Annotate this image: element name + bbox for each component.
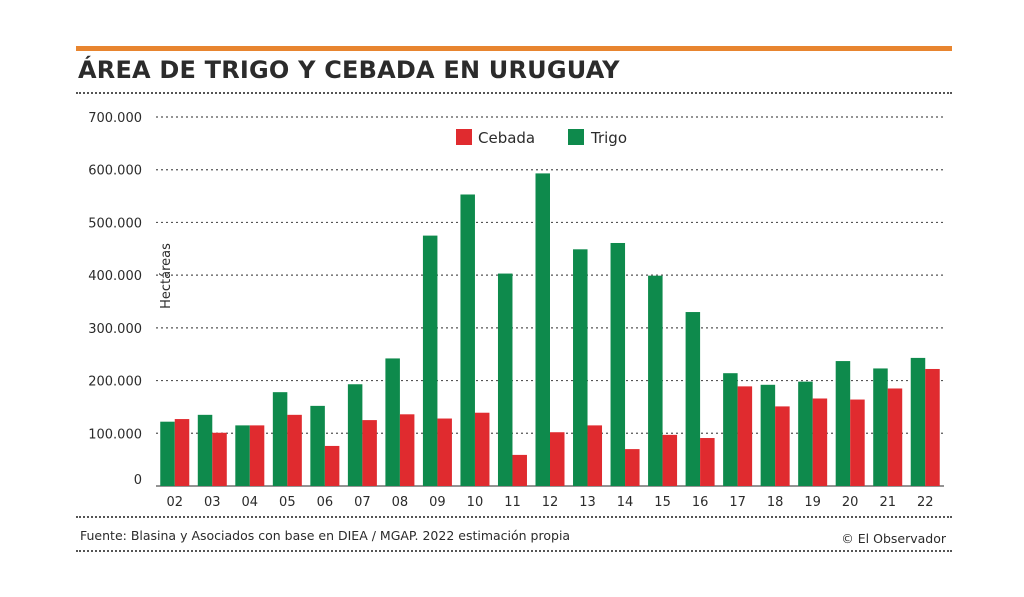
x-tick-label: 20 (842, 495, 859, 510)
x-tick-label: 10 (467, 495, 484, 510)
bar-trigo (835, 361, 851, 486)
bar-trigo (873, 368, 888, 486)
y-axis-title: Hectáreas (159, 243, 174, 309)
bar-cebada (850, 399, 865, 486)
bar-trigo (347, 384, 363, 486)
top-accent-rule (76, 46, 952, 51)
bar-trigo (460, 194, 475, 487)
x-tick-label: 09 (429, 495, 446, 510)
bottom-divider (76, 550, 952, 552)
bar-cebada (625, 449, 640, 486)
y-tick-label: 0 (134, 473, 142, 488)
bar-cebada (587, 425, 603, 486)
x-tick-label: 15 (654, 495, 671, 510)
x-tick-label: 07 (354, 495, 371, 510)
bar-cebada (362, 420, 377, 486)
y-tick-label: 400.000 (88, 269, 142, 284)
bar-trigo (272, 392, 288, 486)
y-tick-label: 700.000 (88, 111, 142, 126)
legend: Cebada Trigo (456, 129, 627, 147)
bar-trigo (235, 425, 250, 486)
y-tick-label: 600.000 (88, 164, 142, 179)
x-tick-label: 21 (879, 495, 896, 510)
x-tick-label: 04 (242, 495, 259, 510)
bar-trigo (723, 373, 738, 486)
bar-cebada (550, 432, 565, 486)
bar-cebada (324, 445, 340, 486)
bar-cebada (399, 414, 415, 486)
x-tick-label: 19 (804, 495, 821, 510)
x-tick-label: 16 (692, 495, 709, 510)
legend-swatch-cebada (456, 129, 472, 145)
x-axis-tick-labels: 02 03 04 05 06 07 08 09 10 11 12 13 14 15 16 17 18 19 20 21… (166, 495, 933, 510)
bar-cebada (174, 419, 190, 486)
bar-trigo (610, 242, 626, 486)
bar-trigo (422, 235, 438, 486)
x-tick-label: 02 (166, 495, 183, 510)
bar-trigo (648, 275, 663, 486)
legend-swatch-trigo (568, 129, 584, 145)
y-tick-label: 200.000 (88, 375, 142, 390)
bar-cebada (925, 368, 940, 486)
x-tick-label: 22 (917, 495, 934, 510)
chart-title: ÁREA DE TRIGO Y CEBADA EN URUGUAY (78, 56, 620, 84)
bar-trigo (573, 249, 588, 486)
x-tick-label: 03 (204, 495, 221, 510)
y-axis-tick-labels: 0 100.000 200.000 300.000 400.000 500.000 600.… (88, 111, 142, 488)
bar-cebada (775, 406, 790, 486)
x-tick-label: 11 (504, 495, 521, 510)
x-tick-label: 05 (279, 495, 296, 510)
x-tick-label: 06 (317, 495, 334, 510)
legend-label-cebada: Cebada (478, 129, 535, 147)
footer-divider (76, 516, 952, 518)
bar-trigo (535, 173, 550, 486)
y-tick-label: 500.000 (88, 216, 142, 231)
credit-note: © El Observador (841, 531, 946, 546)
legend-label-trigo: Trigo (590, 129, 627, 147)
bar-cebada (512, 454, 527, 486)
bar-series (160, 173, 940, 487)
bar-trigo (197, 414, 213, 486)
x-tick-label: 12 (542, 495, 559, 510)
bar-trigo (385, 358, 400, 486)
bar-cebada (212, 432, 227, 486)
bar-cebada (437, 418, 452, 486)
x-tick-label: 17 (729, 495, 746, 510)
bar-cebada (249, 425, 265, 486)
title-divider (76, 92, 952, 94)
bar-trigo (798, 381, 813, 486)
bar-cebada (812, 398, 828, 486)
bar-trigo (910, 357, 926, 486)
bar-trigo (310, 405, 325, 486)
bar-cebada (474, 412, 490, 486)
x-tick-label: 13 (579, 495, 596, 510)
y-tick-label: 300.000 (88, 322, 142, 337)
x-tick-label: 08 (392, 495, 409, 510)
source-note: Fuente: Blasina y Asociados con base en … (80, 528, 571, 543)
bar-cebada (700, 438, 715, 486)
bar-trigo (685, 312, 701, 486)
x-tick-label: 18 (767, 495, 784, 510)
bar-trigo (760, 384, 776, 486)
x-tick-label: 14 (617, 495, 634, 510)
y-tick-label: 100.000 (88, 427, 142, 442)
bar-trigo (497, 273, 513, 486)
bar-trigo (160, 421, 175, 486)
bar-cebada (662, 434, 678, 486)
bar-cebada (287, 414, 302, 486)
bar-cebada (737, 386, 753, 486)
bar-cebada (887, 388, 903, 486)
